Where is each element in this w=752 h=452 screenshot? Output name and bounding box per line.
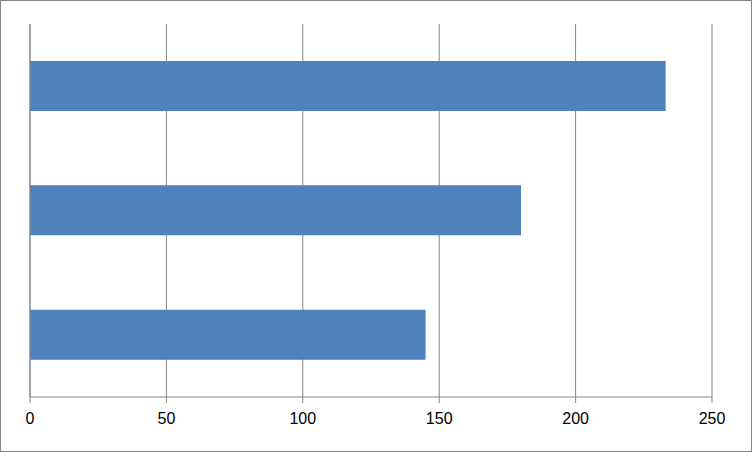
svg-text:150: 150 xyxy=(426,410,453,427)
svg-text:50: 50 xyxy=(158,410,176,427)
svg-text:100: 100 xyxy=(289,410,316,427)
svg-text:0: 0 xyxy=(26,410,35,427)
svg-text:250: 250 xyxy=(699,410,726,427)
svg-text:200: 200 xyxy=(562,410,589,427)
